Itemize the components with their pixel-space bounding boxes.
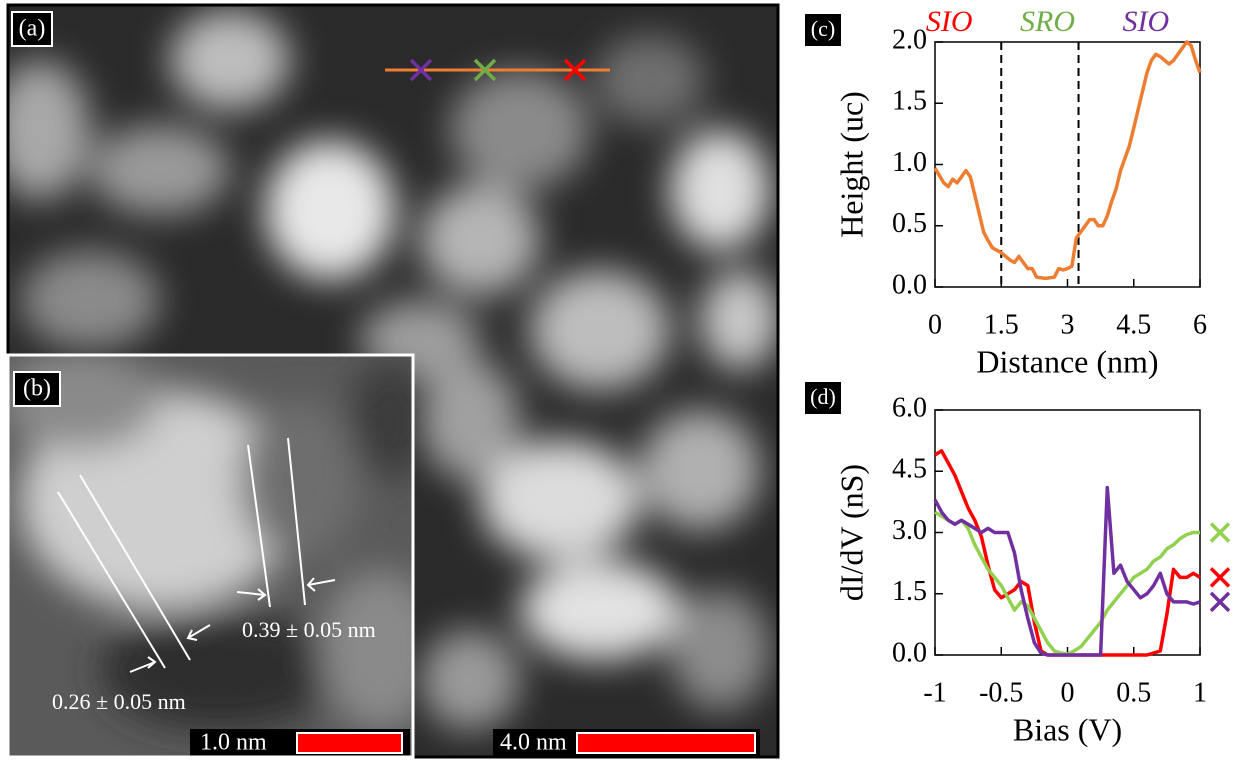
y-tick-label: 0.0 [892,637,927,668]
scale-bar [576,732,756,754]
plot-frame [934,409,1201,656]
y-tick-label: 0.0 [892,269,927,300]
x-tick-label: 0.5 [1116,677,1151,708]
y-axis-title: dI/dV (nS) [833,464,869,601]
annotation: 0.26 ± 0.05 nm [52,689,186,714]
end-marker [1209,567,1231,588]
x-tick-label: 0 [1061,677,1075,708]
y-axis-title: Height (uc) [833,91,869,238]
x-tick-label: 1 [1193,677,1207,708]
x-axis-title: Bias (V) [1013,711,1122,747]
y-tick-label: 3.0 [892,515,927,546]
data-line [933,485,1201,657]
x-tick-label: -1 [923,677,946,708]
y-tick-label: 1.5 [892,576,927,607]
x-tick-label: -0.5 [979,677,1023,708]
data-line [934,449,1201,657]
region-label: SIO [1123,5,1170,38]
region-label: SRO [1020,5,1075,38]
panel-label: (b) [23,376,51,402]
panel-label: (a) [19,16,46,42]
plot-frame [934,41,1201,288]
scale-bar [296,732,403,754]
x-tick-label: 0 [928,309,942,340]
y-tick-label: 4.5 [892,454,927,485]
y-tick-label: 1.5 [892,86,927,117]
x-tick-label: 1.5 [984,309,1019,340]
annotation: 0.39 ± 0.05 nm [242,617,376,642]
panel-label-box [805,14,841,46]
x-tick-label: 4.5 [1116,309,1151,340]
region-label: SIO [926,5,973,38]
scale-bar-label: 4.0 nm [500,730,567,756]
end-marker [1209,591,1231,613]
data-line [933,40,1202,281]
y-tick-label: 0.5 [892,208,927,239]
x-tick-label: 3 [1061,309,1075,340]
end-marker [1209,522,1231,543]
y-tick-label: 1.0 [892,147,927,178]
panel-label: (d) [810,384,836,409]
panel-label: (c) [811,16,835,41]
data-line [934,510,1200,656]
y-tick-label: 2.0 [892,24,927,55]
y-tick-label: 6.0 [892,392,927,423]
x-tick-label: 6 [1193,309,1207,340]
profile-markers [409,58,587,82]
x-axis-title: Distance (nm) [976,343,1158,379]
panel-label-box [805,382,841,414]
stm-image-b: 0.26 ± 0.05 nm 0.39 ± 0.05 nm 1.0 nm [8,355,413,757]
scale-bar-label: 1.0 nm [200,730,267,756]
